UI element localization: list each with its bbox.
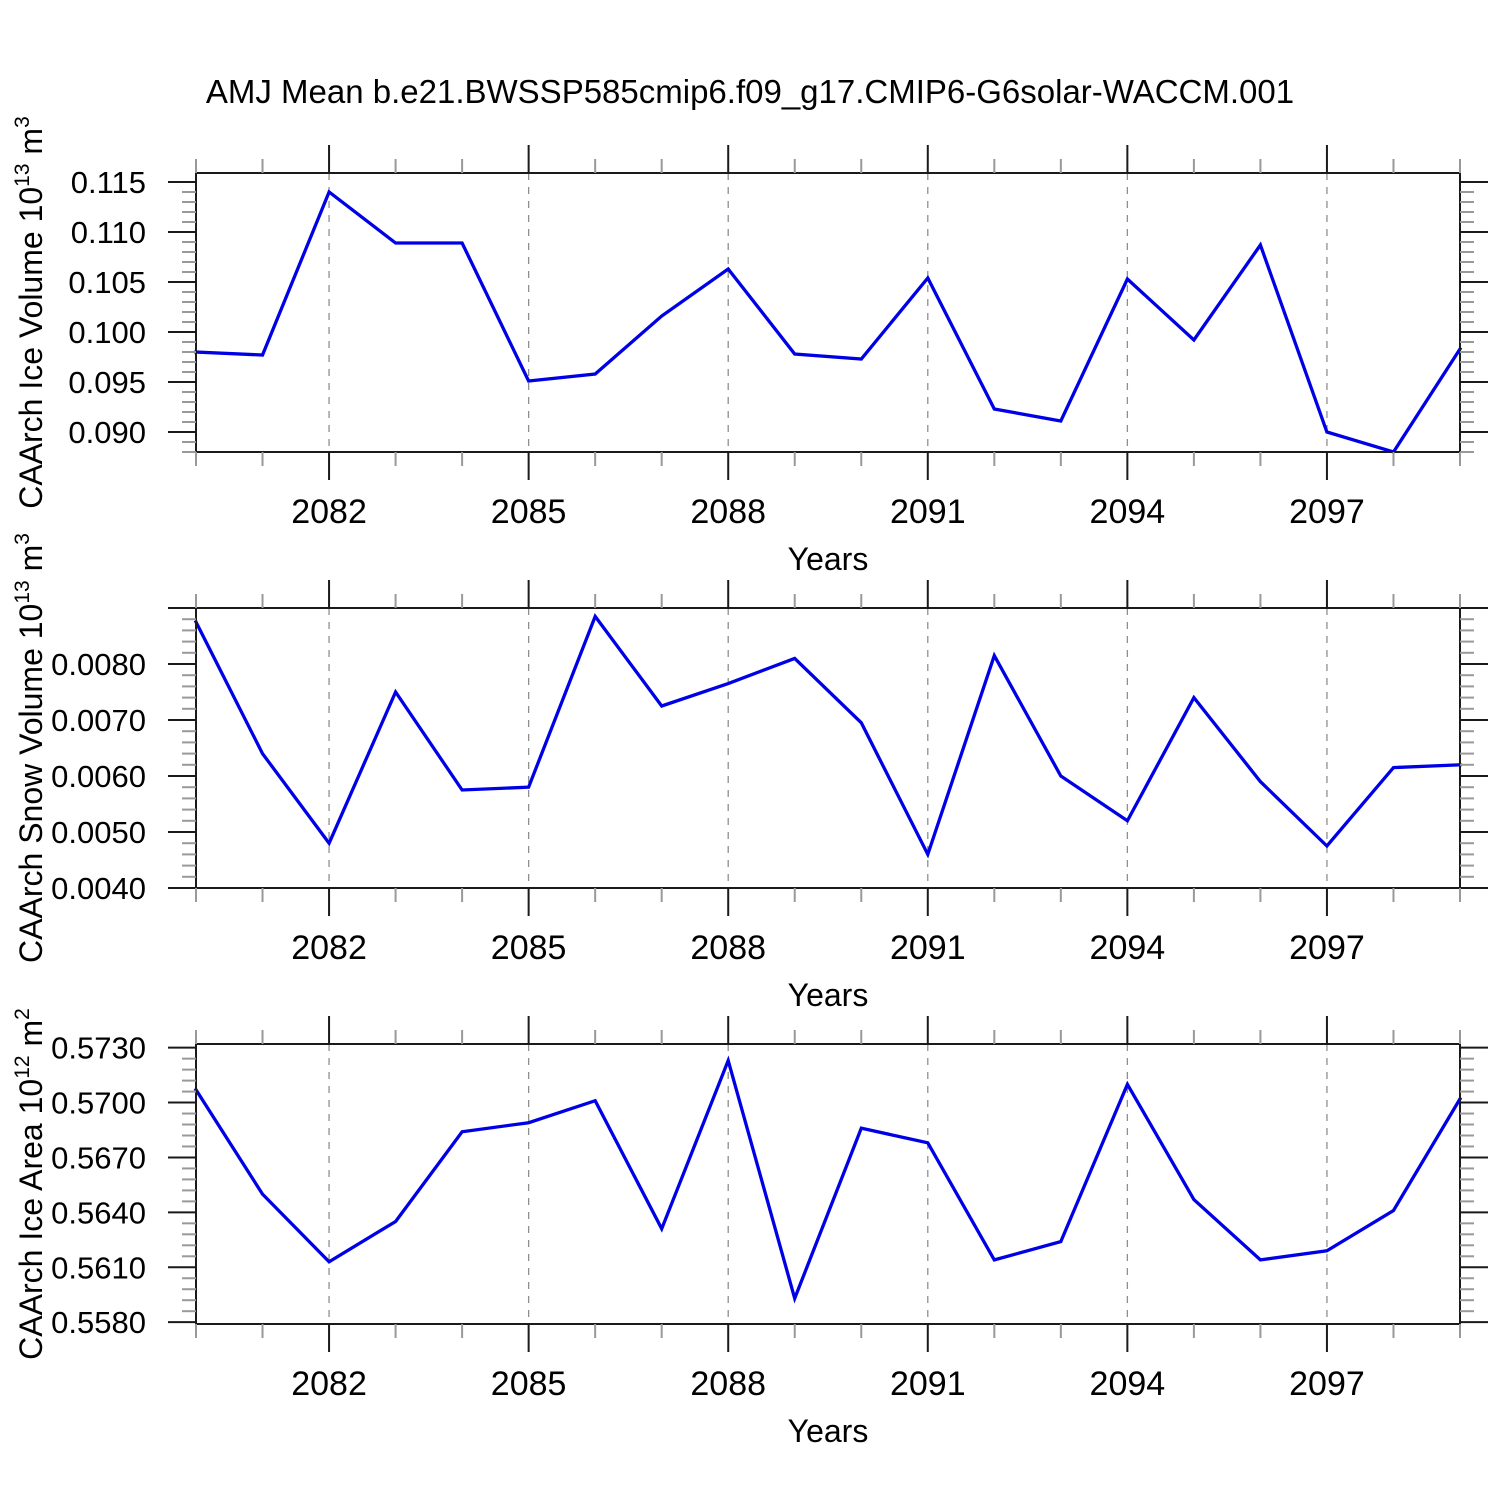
- y-tick-label: 0.100: [68, 315, 146, 350]
- x-tick-label: 2085: [491, 929, 567, 967]
- y-tick-label: 0.0080: [51, 647, 146, 682]
- y-tick-label: 0.105: [68, 265, 146, 300]
- x-axis-title: Years: [788, 1413, 869, 1449]
- x-tick-label: 2088: [690, 929, 766, 967]
- x-tick-label: 2091: [890, 929, 966, 967]
- x-tick-label: 2088: [690, 493, 766, 531]
- y-tick-label: 0.095: [68, 365, 146, 400]
- x-tick-label: 2094: [1090, 493, 1166, 531]
- plot-box: [195, 1043, 1461, 1325]
- x-tick-label: 2091: [890, 1365, 966, 1403]
- y-tick-label: 0.110: [71, 215, 146, 250]
- y-tick-label: 0.115: [71, 165, 146, 200]
- y-tick-label: 0.0060: [51, 759, 146, 794]
- x-tick-label: 2085: [491, 1365, 567, 1403]
- y-tick-label: 0.5640: [51, 1195, 146, 1230]
- data-line-snow-volume: [193, 613, 1462, 859]
- x-tick-label: 2094: [1090, 1365, 1166, 1403]
- y-tick-label: 0.5730: [51, 1031, 146, 1066]
- x-tick-label: 2088: [690, 1365, 766, 1403]
- y-axis-title: CAArch Ice Volume 1013 m3: [11, 116, 49, 509]
- x-tick-label: 2091: [890, 493, 966, 531]
- panels-group: 0.090 0.095 0.100 0.105 0.110 0.115 2082 2085 20…: [11, 116, 1488, 1449]
- y-tick-label: 0.090: [68, 415, 146, 450]
- y-axis-title: CAArch Ice Area 1012 m2: [11, 1008, 49, 1360]
- x-axis-title: Years: [788, 541, 869, 577]
- x-tick-label: 2082: [291, 1365, 367, 1403]
- y-axis-title: CAArch Snow Volume 1013 m3: [11, 533, 49, 963]
- data-line-ice-volume: [194, 189, 1463, 454]
- plot-box: [195, 172, 1461, 453]
- y-tick-label: 0.0040: [51, 871, 146, 906]
- panel-ice-volume: 0.090 0.095 0.100 0.105 0.110 0.115 2082 2085 20…: [11, 116, 1488, 577]
- y-tick-label: 0.5610: [51, 1250, 146, 1285]
- x-tick-label: 2094: [1090, 929, 1166, 967]
- x-tick-label: 2097: [1289, 1365, 1365, 1403]
- x-tick-label: 2097: [1289, 929, 1365, 967]
- plot-box: [195, 607, 1461, 889]
- data-line-ice-area: [193, 1055, 1463, 1304]
- panel-snow-volume: 0.0040 0.0050 0.0060 0.0070 0.0080 2082 2085 20…: [11, 533, 1488, 1013]
- y-tick-label: 0.0070: [51, 703, 146, 738]
- panel-ice-area: 0.5580 0.5610 0.5640 0.5670 0.5700 0.5730 2082…: [11, 1008, 1488, 1449]
- x-axis-title: Years: [788, 977, 869, 1013]
- x-tick-label: 2082: [291, 493, 367, 531]
- y-tick-label: 0.5580: [51, 1305, 146, 1340]
- x-tick-label: 2082: [291, 929, 367, 967]
- figure-title: AMJ Mean b.e21.BWSSP585cmip6.f09_g17.CMI…: [206, 73, 1294, 110]
- x-tick-label: 2085: [491, 493, 567, 531]
- x-tick-label: 2097: [1289, 493, 1365, 531]
- y-tick-label: 0.5700: [51, 1086, 146, 1121]
- y-tick-label: 0.5670: [51, 1140, 146, 1175]
- y-tick-label: 0.0050: [51, 815, 146, 850]
